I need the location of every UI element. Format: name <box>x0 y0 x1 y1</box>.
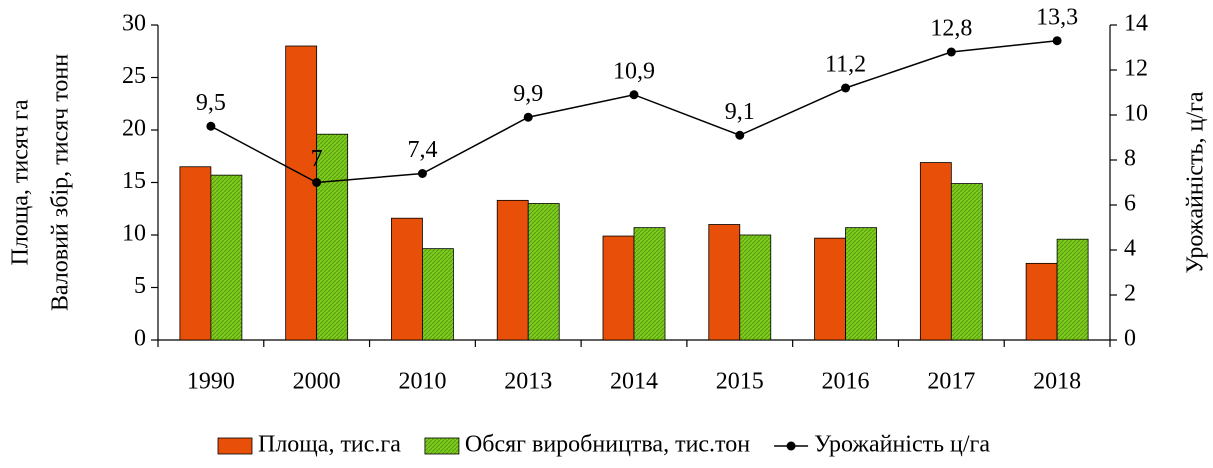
data-label: 9,1 <box>725 99 755 125</box>
y2-tick-label: 8 <box>1124 146 1136 172</box>
bar <box>285 45 318 341</box>
y2-axis-label: Урожайність, ц/га <box>1183 91 1209 273</box>
line-point <box>841 83 851 93</box>
x-tick-label: 1990 <box>187 369 235 395</box>
bar-hatch <box>1057 239 1089 340</box>
line-point <box>1052 36 1062 46</box>
x-tick-label: 2010 <box>398 369 446 395</box>
y2-tick-label: 14 <box>1124 11 1148 37</box>
y2-tick-label: 12 <box>1124 56 1148 82</box>
x-tick-label: 2017 <box>927 369 975 395</box>
y2-tick-label: 0 <box>1124 326 1136 352</box>
data-label: 12,8 <box>930 16 972 42</box>
legend-marker <box>786 441 796 451</box>
y-tick-label: 5 <box>134 273 146 299</box>
line-point <box>417 169 427 178</box>
data-label: 9,5 <box>196 90 226 116</box>
data-label: 9,9 <box>513 81 543 107</box>
line-point <box>946 47 956 57</box>
line-point <box>629 90 639 100</box>
y-axis-label: Валовий збір, тисяч тонн <box>48 54 74 311</box>
data-label: 10,9 <box>613 58 655 84</box>
y2-tick-label: 2 <box>1124 281 1136 307</box>
line-point <box>312 178 322 187</box>
bar <box>708 224 741 341</box>
line-point <box>523 112 533 122</box>
x-tick-label: 2018 <box>1033 369 1081 395</box>
bar <box>179 166 212 341</box>
y-tick-label: 25 <box>122 63 146 89</box>
x-tick-label: 2013 <box>504 369 552 395</box>
x-tick-label: 2016 <box>822 369 870 395</box>
bar <box>1025 262 1058 341</box>
y-tick-label: 20 <box>122 116 146 142</box>
x-tick-label: 2015 <box>716 369 764 395</box>
bar <box>602 235 635 341</box>
data-label: 7 <box>311 146 323 172</box>
bar-hatch <box>634 227 665 340</box>
line-point <box>206 121 216 131</box>
y-tick-label: 30 <box>122 11 146 37</box>
x-tick-label: 2000 <box>293 369 341 395</box>
legend-label: Площа, тис.га <box>258 432 401 458</box>
y-axis-label: Площа, тисяч га <box>8 99 34 265</box>
bar-hatch <box>951 183 983 340</box>
data-label: 7,4 <box>407 137 437 163</box>
legend-hatch <box>424 438 459 454</box>
data-label: 13,3 <box>1036 4 1078 30</box>
data-label: 11,2 <box>825 52 866 78</box>
bar <box>814 237 846 341</box>
bar <box>496 199 529 341</box>
bar-hatch <box>316 134 348 340</box>
bar-hatch <box>210 175 242 340</box>
y2-tick-label: 6 <box>1124 191 1136 217</box>
y-tick-label: 0 <box>134 326 146 352</box>
y2-tick-label: 10 <box>1124 101 1148 127</box>
bar-hatch <box>739 235 771 340</box>
line-point <box>735 130 745 140</box>
y2-tick-label: 4 <box>1124 236 1136 262</box>
bar-hatch <box>528 203 560 340</box>
legend-label: Урожайність ц/га <box>814 432 990 458</box>
legend-swatch <box>217 437 253 455</box>
legend-label: Обсяг виробництва, тис.тон <box>465 432 750 458</box>
bar-hatch <box>422 248 454 340</box>
bar <box>919 162 952 341</box>
x-tick-label: 2014 <box>610 369 658 395</box>
y-tick-label: 15 <box>122 168 146 194</box>
bar <box>391 217 423 341</box>
y-tick-label: 10 <box>122 221 146 247</box>
bar-hatch <box>845 227 877 340</box>
